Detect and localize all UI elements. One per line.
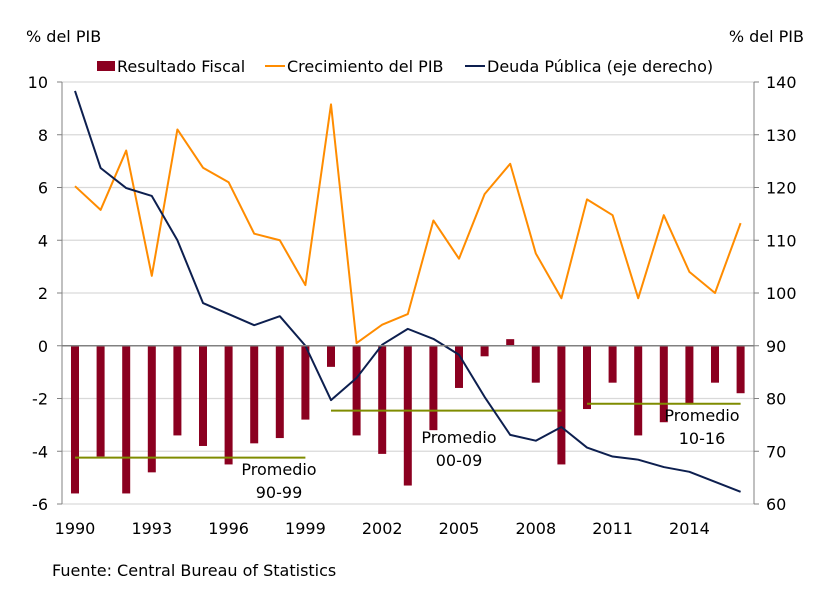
bar-resultado-fiscal (250, 345, 259, 444)
bar-resultado-fiscal (173, 345, 182, 436)
bar-resultado-fiscal (659, 345, 668, 423)
x-tick-label: 1999 (285, 519, 326, 538)
x-tick-label: 1993 (131, 519, 172, 538)
bar-resultado-fiscal (557, 345, 566, 465)
bar-resultado-fiscal (275, 345, 284, 439)
legend-label: Deuda Pública (eje derecho) (487, 57, 713, 76)
bar-resultado-fiscal (199, 345, 207, 446)
average-label-line2: 90-99 (256, 483, 303, 502)
bar-resultado-fiscal (531, 345, 540, 383)
bar-resultado-fiscal (429, 345, 438, 431)
bar-resultado-fiscal (378, 345, 387, 454)
right-tick-label: 110 (766, 231, 797, 250)
right-tick-label: 140 (766, 73, 797, 92)
bar-resultado-fiscal (352, 345, 361, 436)
bar-resultado-fiscal (224, 345, 233, 465)
bar-resultado-fiscal (480, 345, 489, 357)
left-axis-label: % del PIB (26, 27, 101, 46)
bar-resultado-fiscal (608, 345, 617, 383)
left-tick-label: 6 (38, 179, 48, 198)
right-tick-label: 100 (766, 284, 797, 303)
right-axis-label: % del PIB (729, 27, 804, 46)
right-tick-label: 130 (766, 126, 797, 145)
average-label-line1: Promedio (241, 460, 316, 479)
right-tick-label: 90 (766, 337, 786, 356)
bar-resultado-fiscal (403, 345, 412, 486)
x-tick-label: 2005 (439, 519, 480, 538)
left-tick-label: 0 (38, 337, 48, 356)
legend-label: Crecimiento del PIB (287, 57, 444, 76)
bar-resultado-fiscal (711, 345, 719, 383)
x-tick-label: 2014 (669, 519, 710, 538)
left-tick-label: -2 (32, 390, 48, 409)
bar-resultado-fiscal (736, 345, 745, 394)
average-label-line2: 10-16 (679, 429, 726, 448)
average-label-line1: Promedio (664, 406, 739, 425)
bar-resultado-fiscal (71, 345, 79, 494)
bar-resultado-fiscal (96, 345, 105, 457)
left-tick-label: -4 (32, 442, 48, 461)
legend: Resultado Fiscal Crecimiento del PIB Deuda… (97, 57, 713, 76)
bar-resultado-fiscal (301, 345, 310, 420)
average-label-line1: Promedio (421, 428, 496, 447)
left-tick-label: 2 (38, 284, 48, 303)
x-tick-label: 2002 (362, 519, 403, 538)
legend-swatch (97, 61, 115, 71)
bar-resultado-fiscal (147, 345, 156, 473)
bar-resultado-fiscal (685, 345, 694, 404)
line-deuda-publica (74, 90, 741, 493)
right-tick-label: 120 (766, 179, 797, 198)
x-tick-label: 1990 (55, 519, 96, 538)
x-tick-label: 1996 (208, 519, 249, 538)
right-tick-label: 70 (766, 442, 786, 461)
source-note: Fuente: Central Bureau of Statistics (52, 561, 336, 580)
x-tick-label: 2008 (515, 519, 556, 538)
left-tick-label: -6 (32, 495, 48, 514)
legend-label: Resultado Fiscal (117, 57, 245, 76)
bar-resultado-fiscal (122, 345, 131, 494)
left-tick-label: 8 (38, 126, 48, 145)
x-tick-label: 2011 (592, 519, 633, 538)
line-crecimiento-pib (74, 103, 742, 345)
left-tick-label: 4 (38, 231, 48, 250)
bar-resultado-fiscal (327, 345, 335, 367)
bar-resultado-fiscal (583, 345, 591, 410)
bar-resultado-fiscal (634, 345, 643, 436)
average-label-line2: 00-09 (436, 451, 483, 470)
bar-resultado-fiscal (455, 345, 463, 388)
right-tick-label: 60 (766, 495, 786, 514)
bar-resultado-fiscal (506, 339, 515, 346)
right-tick-label: 80 (766, 390, 786, 409)
left-tick-label: 10 (28, 73, 48, 92)
